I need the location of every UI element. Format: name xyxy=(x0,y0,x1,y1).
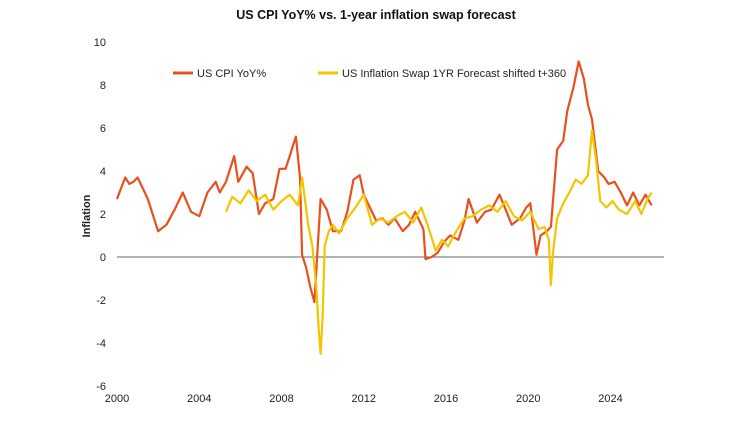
x-tick-label: 2020 xyxy=(516,393,540,405)
x-tick-label: 2012 xyxy=(352,393,376,405)
y-tick-label: -6 xyxy=(96,381,106,393)
y-axis: -6 -4 -2 0 2 4 6 8 10 xyxy=(94,37,106,393)
legend-label-swap: US Inflation Swap 1YR Forecast shifted t… xyxy=(342,68,566,80)
y-tick-label: 10 xyxy=(94,37,106,49)
x-tick-label: 2000 xyxy=(105,393,129,405)
y-tick-label: 0 xyxy=(100,252,106,264)
x-tick-label: 2016 xyxy=(434,393,458,405)
legend-label-cpi: US CPI YoY% xyxy=(197,68,266,80)
y-axis-label: Inflation xyxy=(81,194,93,237)
series-line-cpi xyxy=(115,60,653,304)
y-tick-label: 6 xyxy=(100,123,106,135)
series-group xyxy=(115,60,653,355)
x-tick-label: 2008 xyxy=(269,393,293,405)
y-tick-label: 8 xyxy=(100,80,106,92)
x-tick-label: 2024 xyxy=(598,393,622,405)
y-tick-label: -4 xyxy=(96,338,106,350)
x-axis: 2000 2004 2008 2012 2016 2020 2024 xyxy=(105,393,623,405)
chart-title: US CPI YoY% vs. 1-year inflation swap fo… xyxy=(236,8,516,22)
x-tick-label: 2004 xyxy=(187,393,211,405)
legend: US CPI YoY% US Inflation Swap 1YR Forecas… xyxy=(173,68,566,80)
y-tick-label: -2 xyxy=(96,295,106,307)
y-tick-label: 4 xyxy=(100,166,106,178)
y-tick-label: 2 xyxy=(100,209,106,221)
series-line-swap xyxy=(224,129,653,355)
